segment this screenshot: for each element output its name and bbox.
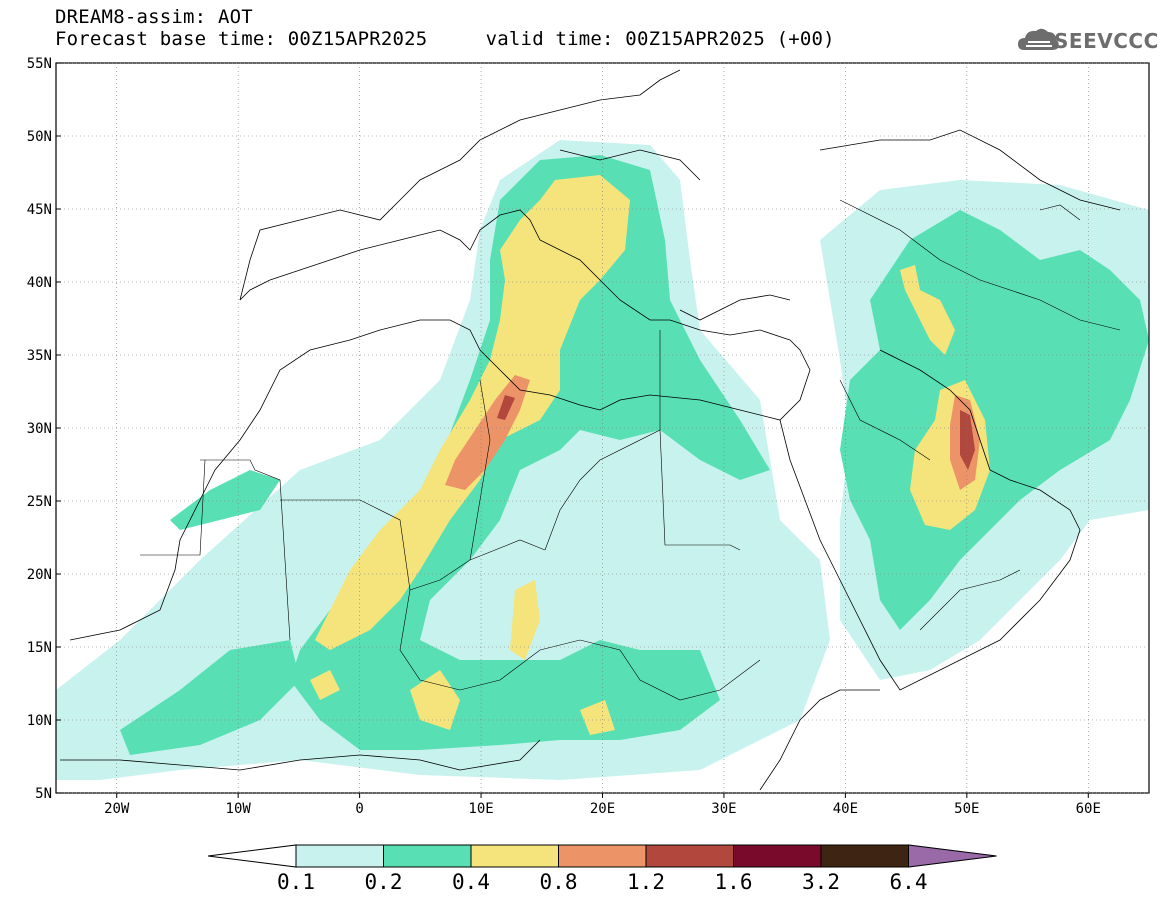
colorbar-level-label: 0.4 [452, 870, 490, 894]
axis-ticks: 20W 10W 0 10E 20E 30E 40E 50E 60E 55N 50N 45N 40N 35N… [27, 56, 1101, 817]
lat-tick-label: 55N [27, 56, 52, 72]
colorbar-level-label: 1.6 [715, 870, 753, 894]
lon-tick-label: 50E [954, 801, 979, 817]
lon-tick-label: 0 [355, 801, 363, 817]
lat-tick-label: 45N [27, 202, 52, 218]
colorbar-swatch [470, 844, 559, 868]
colorbar-swatch [733, 844, 822, 868]
lat-tick-label: 25N [27, 494, 52, 510]
colorbar-swatch [558, 844, 647, 868]
lon-tick-label: 40E [833, 801, 858, 817]
lon-tick-label: 60E [1076, 801, 1101, 817]
country-borders [140, 199, 1121, 701]
lon-tick-label: 10E [468, 801, 493, 817]
colorbar-level-label: 3.2 [802, 870, 840, 894]
lon-tick-label: 10W [226, 801, 252, 817]
forecast-time-subtitle: Forecast base time: 00Z15APR2025 valid t… [55, 28, 835, 50]
logo-text: SEEVCCC [1054, 29, 1159, 53]
lon-tick-label: 20E [590, 801, 615, 817]
map-title: DREAM8-assim: AOT [55, 6, 253, 28]
colorbar: 0.1 0.2 0.4 0.8 1.2 1.6 3.2 6.4 [207, 844, 997, 894]
cloud-logo-icon [1018, 28, 1059, 50]
lon-tick-label: 20W [104, 801, 130, 817]
colorbar-level-label: 0.1 [277, 870, 315, 894]
lat-tick-label: 20N [27, 567, 52, 583]
lat-tick-label: 50N [27, 129, 52, 145]
colorbar-level-label: 0.2 [365, 870, 403, 894]
lat-tick-label: 10N [27, 713, 52, 729]
colorbar-swatch [645, 844, 734, 868]
colorbar-swatch [820, 844, 909, 868]
colorbar-high-extension [908, 844, 997, 868]
lat-tick-label: 30N [27, 421, 52, 437]
colorbar-swatch [295, 844, 384, 868]
graticule [56, 62, 1149, 794]
lon-tick-label: 30E [711, 801, 736, 817]
colorbar-level-label: 6.4 [890, 870, 928, 894]
colorbar-level-label: 0.8 [540, 870, 578, 894]
lat-tick-label: 35N [27, 348, 52, 364]
coastlines [60, 69, 1121, 791]
lat-tick-label: 40N [27, 275, 52, 291]
lat-tick-label: 15N [27, 640, 52, 656]
colorbar-level-label: 1.2 [627, 870, 665, 894]
aot-field [56, 140, 1149, 780]
colorbar-swatch [383, 844, 472, 868]
colorbar-low-extension [207, 844, 297, 868]
lat-tick-label: 5N [35, 786, 52, 802]
